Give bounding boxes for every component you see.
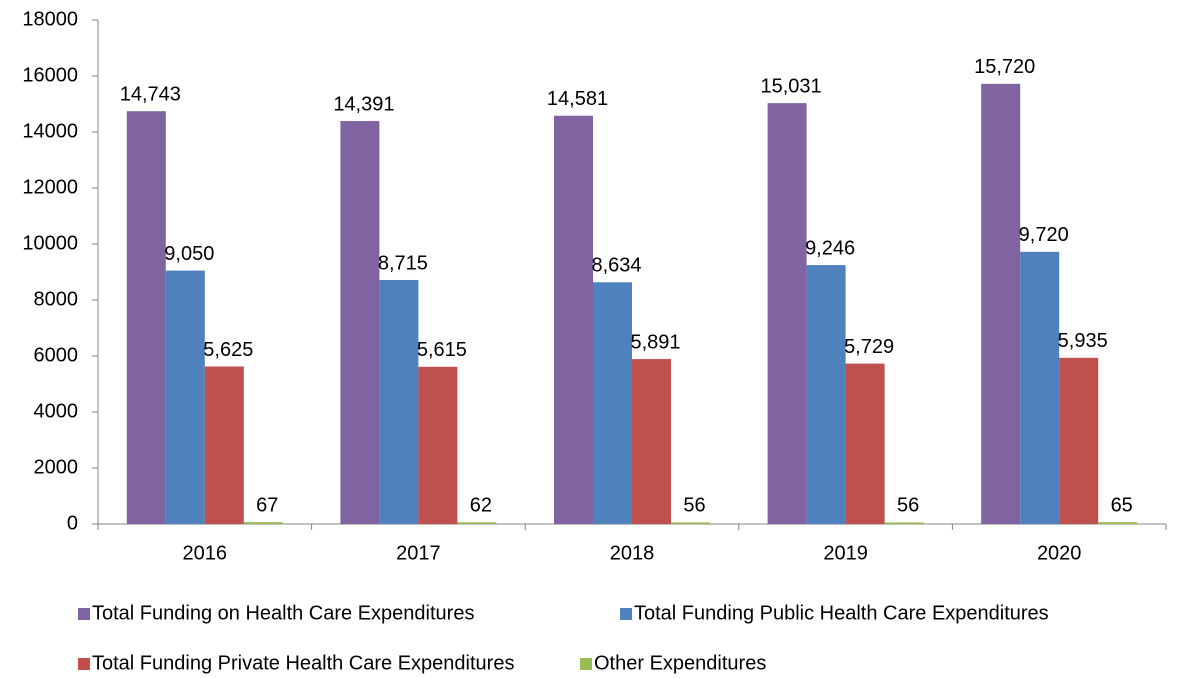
- bar: [340, 121, 380, 524]
- y-tick-label: 8000: [34, 288, 79, 310]
- bar: [1098, 522, 1138, 524]
- bar: [379, 279, 419, 524]
- bar: [767, 103, 807, 524]
- legend-label: Total Funding Public Health Care Expendi…: [634, 602, 1049, 624]
- value-label: 14,581: [547, 88, 608, 110]
- bar: [126, 111, 166, 525]
- value-label: 14,391: [333, 93, 394, 115]
- x-tick-label: 2016: [183, 542, 228, 564]
- value-label: 5,935: [1058, 330, 1108, 352]
- legend-swatch: [580, 658, 592, 670]
- value-label: 9,050: [164, 243, 214, 265]
- bar: [1020, 251, 1060, 524]
- bar: [593, 282, 632, 524]
- value-label: 65: [1111, 494, 1133, 516]
- value-label: 5,729: [844, 336, 894, 358]
- y-tick-label: 2000: [34, 456, 79, 478]
- value-label: 15,031: [761, 75, 822, 97]
- y-tick-label: 16000: [22, 64, 78, 86]
- value-label: 67: [256, 494, 278, 516]
- value-label: 8,634: [591, 255, 641, 277]
- legend-swatch: [78, 658, 90, 670]
- y-tick-label: 6000: [34, 344, 79, 366]
- x-tick-label: 2018: [610, 542, 655, 564]
- value-label: 5,891: [630, 331, 680, 353]
- value-label: 56: [897, 495, 919, 517]
- x-tick-label: 2020: [1037, 542, 1082, 564]
- legend-swatch: [78, 608, 90, 620]
- bar: [457, 522, 497, 524]
- value-label: 56: [683, 495, 705, 517]
- legend-swatch: [620, 608, 632, 620]
- bar: [204, 366, 244, 524]
- legend-label: Other Expenditures: [594, 652, 766, 674]
- value-label: 5,615: [417, 339, 467, 361]
- value-label: 14,743: [120, 83, 181, 105]
- bar: [806, 265, 846, 524]
- bar: [671, 522, 710, 524]
- x-tick-label: 2017: [396, 542, 441, 564]
- y-tick-label: 10000: [22, 232, 78, 254]
- bar: [554, 115, 593, 525]
- bar: [243, 522, 283, 524]
- value-label: 9,720: [1019, 224, 1069, 246]
- y-tick-label: 0: [67, 512, 78, 534]
- bar: [884, 522, 924, 524]
- legend-label: Total Funding on Health Care Expenditure…: [92, 602, 474, 624]
- value-label: 8,715: [378, 252, 428, 274]
- bar: [632, 359, 671, 524]
- bar: [1059, 357, 1099, 524]
- legend-label: Total Funding Private Health Care Expend…: [92, 652, 514, 674]
- value-label: 62: [470, 495, 492, 517]
- bar: [165, 270, 205, 524]
- y-tick-label: 18000: [22, 8, 78, 30]
- bar: [981, 83, 1021, 524]
- value-label: 9,246: [805, 237, 855, 259]
- y-tick-label: 12000: [22, 176, 78, 198]
- y-tick-label: 14000: [22, 120, 78, 142]
- value-label: 5,625: [203, 339, 253, 361]
- y-tick-label: 4000: [34, 400, 79, 422]
- bar: [845, 363, 885, 524]
- bar: [418, 366, 458, 524]
- x-tick-label: 2019: [823, 542, 868, 564]
- value-label: 15,720: [974, 56, 1035, 78]
